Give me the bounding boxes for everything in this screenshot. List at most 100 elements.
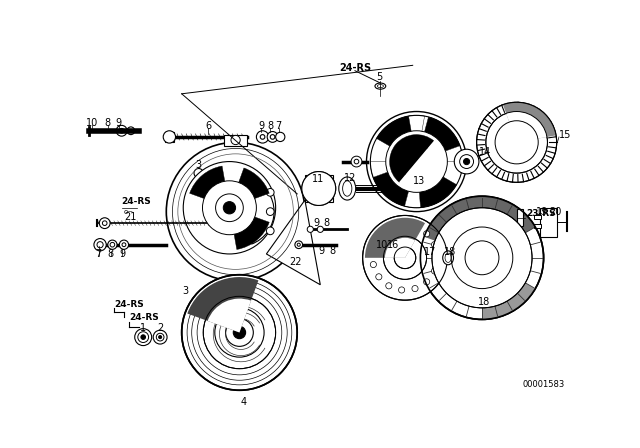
Text: 8: 8 xyxy=(108,249,114,259)
Circle shape xyxy=(399,287,404,293)
Wedge shape xyxy=(417,146,463,162)
Text: 8: 8 xyxy=(105,118,111,128)
Circle shape xyxy=(383,236,427,280)
Circle shape xyxy=(307,226,314,233)
Circle shape xyxy=(314,183,324,194)
Circle shape xyxy=(495,121,538,164)
Circle shape xyxy=(386,283,392,289)
Wedge shape xyxy=(230,168,269,208)
Text: 8: 8 xyxy=(267,121,273,131)
Circle shape xyxy=(432,208,532,308)
Bar xyxy=(224,134,247,146)
Circle shape xyxy=(295,241,303,249)
Circle shape xyxy=(371,262,376,267)
Wedge shape xyxy=(390,134,434,182)
Circle shape xyxy=(119,129,124,133)
Circle shape xyxy=(477,102,557,182)
Circle shape xyxy=(317,226,323,233)
Text: 21: 21 xyxy=(124,212,136,222)
Circle shape xyxy=(386,227,392,233)
Text: 13: 13 xyxy=(413,176,425,186)
Circle shape xyxy=(266,227,274,235)
Circle shape xyxy=(119,240,129,250)
Circle shape xyxy=(363,215,447,300)
Circle shape xyxy=(424,231,429,237)
Circle shape xyxy=(234,326,246,339)
Text: o~: o~ xyxy=(124,209,134,215)
Circle shape xyxy=(266,189,274,196)
Wedge shape xyxy=(230,208,269,250)
Circle shape xyxy=(371,248,376,254)
Text: 18: 18 xyxy=(478,297,490,307)
Circle shape xyxy=(99,218,110,228)
Bar xyxy=(164,132,174,142)
Circle shape xyxy=(424,279,429,285)
Bar xyxy=(534,215,541,220)
Wedge shape xyxy=(371,162,417,177)
Text: 8: 8 xyxy=(330,246,336,256)
Circle shape xyxy=(367,112,467,211)
Circle shape xyxy=(182,275,297,390)
Text: 9: 9 xyxy=(115,118,122,128)
Wedge shape xyxy=(207,299,251,332)
Circle shape xyxy=(431,241,438,248)
Wedge shape xyxy=(417,117,460,162)
Circle shape xyxy=(231,135,240,145)
Text: 15: 15 xyxy=(559,129,572,140)
Text: 20: 20 xyxy=(549,207,561,217)
Text: 18: 18 xyxy=(444,247,456,258)
Text: 9: 9 xyxy=(314,218,319,228)
Circle shape xyxy=(431,268,438,274)
Circle shape xyxy=(267,132,278,142)
Circle shape xyxy=(276,132,285,142)
Circle shape xyxy=(94,238,106,251)
Wedge shape xyxy=(506,112,547,142)
Circle shape xyxy=(159,336,162,339)
Text: 5: 5 xyxy=(376,72,382,82)
Text: 10: 10 xyxy=(86,118,99,128)
Circle shape xyxy=(302,172,336,206)
Text: 17: 17 xyxy=(424,247,436,258)
Wedge shape xyxy=(376,116,417,162)
Wedge shape xyxy=(399,141,444,189)
Circle shape xyxy=(163,131,175,143)
Text: 11: 11 xyxy=(312,173,324,184)
Text: 1: 1 xyxy=(140,323,147,333)
Circle shape xyxy=(108,240,117,250)
Circle shape xyxy=(376,236,382,242)
Text: 24-RS: 24-RS xyxy=(339,63,371,73)
Circle shape xyxy=(223,202,236,214)
Circle shape xyxy=(135,329,152,345)
Circle shape xyxy=(257,131,269,143)
Text: 9: 9 xyxy=(319,246,325,256)
Text: 7: 7 xyxy=(95,249,102,259)
Circle shape xyxy=(266,208,274,215)
Circle shape xyxy=(351,156,362,167)
Circle shape xyxy=(412,285,418,292)
Circle shape xyxy=(153,330,167,344)
Text: 9: 9 xyxy=(258,121,264,131)
Text: 14: 14 xyxy=(479,147,491,157)
Circle shape xyxy=(166,142,305,281)
Circle shape xyxy=(141,335,145,340)
Polygon shape xyxy=(266,200,320,285)
Ellipse shape xyxy=(443,251,454,265)
Wedge shape xyxy=(482,258,535,319)
Text: 3: 3 xyxy=(182,286,189,296)
Text: 22: 22 xyxy=(289,257,302,267)
Text: 2: 2 xyxy=(157,323,163,333)
Circle shape xyxy=(202,181,257,235)
Wedge shape xyxy=(189,166,230,208)
Circle shape xyxy=(412,224,418,230)
Circle shape xyxy=(486,112,547,173)
Wedge shape xyxy=(417,162,456,207)
Text: 12: 12 xyxy=(344,173,356,183)
Bar xyxy=(534,224,541,228)
Text: 19: 19 xyxy=(536,207,548,217)
Wedge shape xyxy=(503,102,556,142)
Circle shape xyxy=(420,196,543,319)
Circle shape xyxy=(183,162,276,254)
Ellipse shape xyxy=(339,177,356,200)
Text: 24-RS: 24-RS xyxy=(114,300,144,309)
Text: 16: 16 xyxy=(387,240,399,250)
